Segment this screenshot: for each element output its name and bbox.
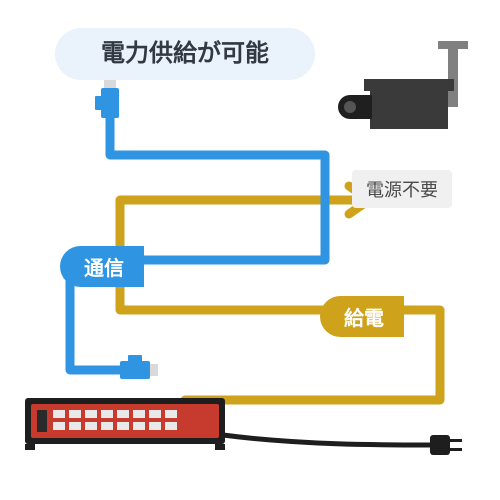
security-camera-icon <box>338 41 468 129</box>
power-cable-label-text: 給電 <box>344 308 384 330</box>
rj45-connector-b <box>95 80 119 118</box>
no-power-badge: 電源不要 <box>352 170 452 208</box>
power-cord <box>223 435 430 445</box>
rj45-connector-a <box>120 355 158 379</box>
power-plug-icon <box>430 435 462 455</box>
data-cable-label-text: 通信 <box>84 258 124 280</box>
no-power-text: 電源不要 <box>366 180 438 200</box>
power-cable-label: 給電 <box>320 296 404 337</box>
diagram-canvas: 電力供給が可能 <box>0 0 500 500</box>
data-cable-label: 通信 <box>60 246 144 287</box>
network-switch-icon <box>25 398 225 450</box>
data-cable <box>70 118 325 370</box>
